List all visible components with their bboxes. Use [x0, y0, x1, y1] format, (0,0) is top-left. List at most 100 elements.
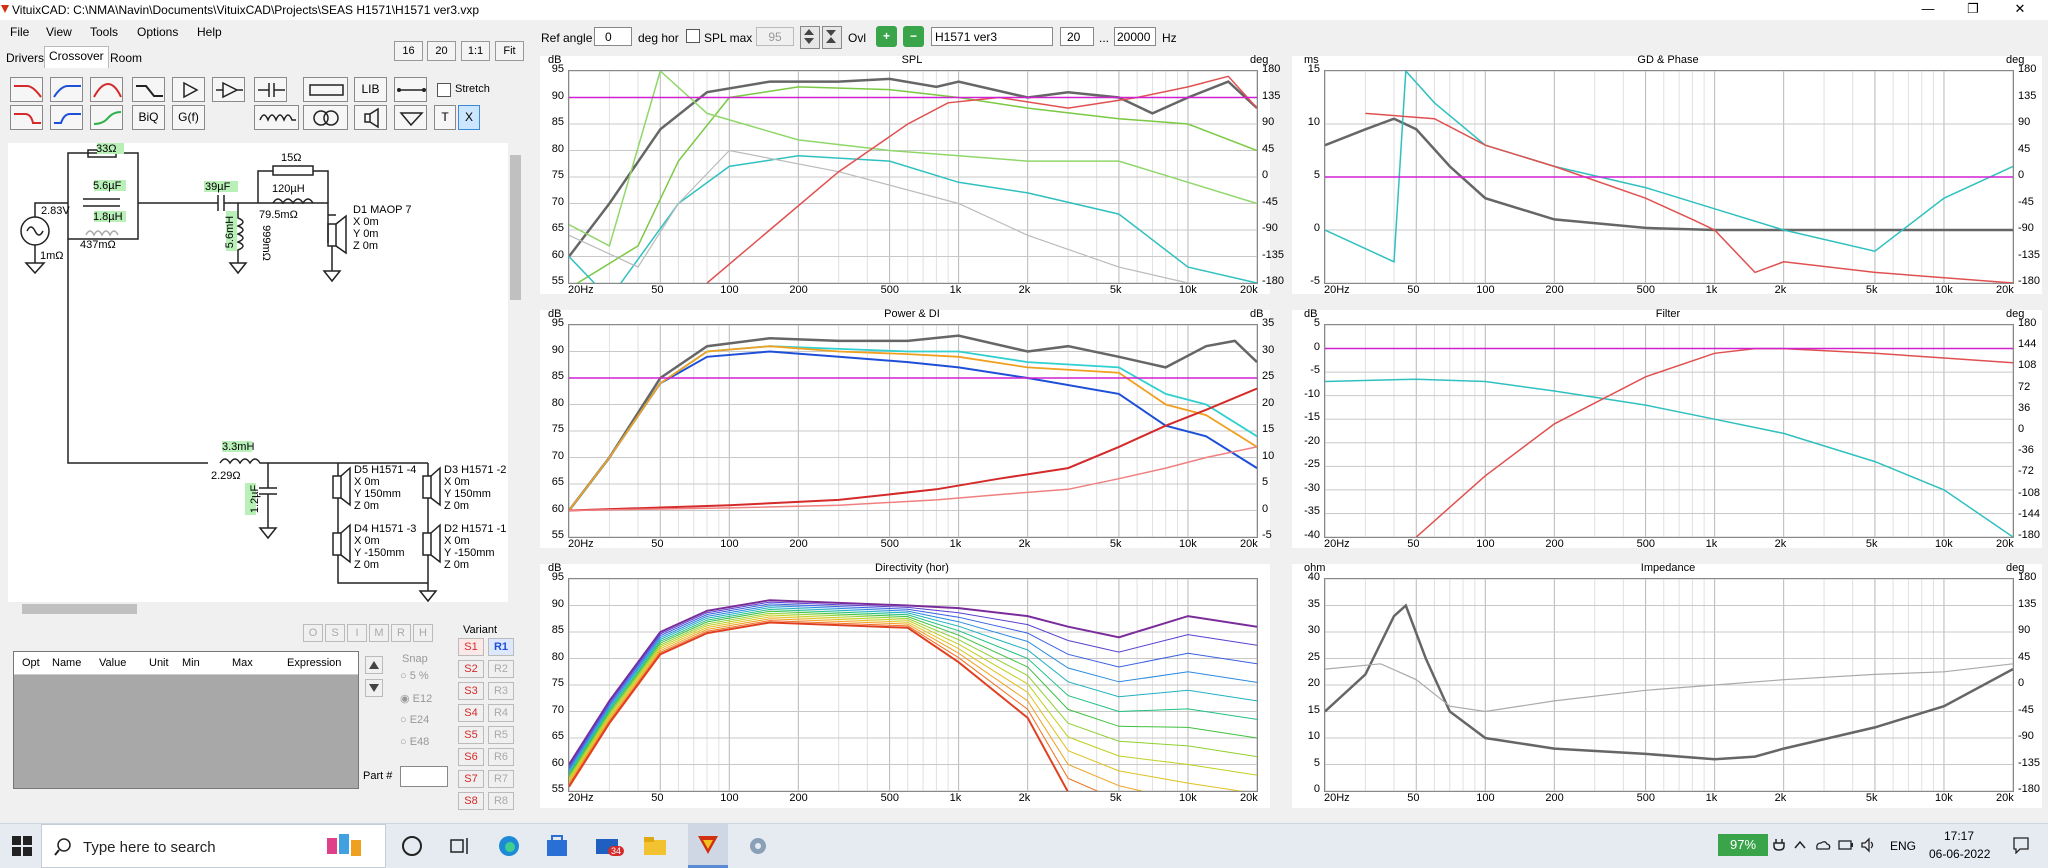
tab-drivers[interactable]: Drivers	[6, 51, 44, 65]
l18-label[interactable]: 1.8µH	[93, 211, 123, 223]
zoom-16-button[interactable]: 16	[394, 41, 423, 61]
menu-help[interactable]: Help	[197, 25, 222, 39]
directivity-plot[interactable]	[568, 578, 1258, 792]
stretch-checkbox[interactable]	[437, 83, 451, 97]
biquad-button[interactable]: BiQ	[132, 105, 165, 130]
freq-min-input[interactable]: 20	[1060, 27, 1094, 46]
ground-button[interactable]	[394, 105, 427, 130]
part-number-input[interactable]	[400, 766, 448, 787]
snap-opt-5pct[interactable]: ○ 5 %	[400, 670, 429, 682]
gd-plot[interactable]	[1324, 70, 2014, 284]
opt-h-button[interactable]: H	[413, 624, 433, 642]
opt-r-button[interactable]: R	[391, 624, 411, 642]
crossover-schematic[interactable]: 33Ω 5.6µF 1.8µH 437mΩ 2.83V 1mΩ 39µF 15Ω…	[8, 143, 523, 603]
opt-s-button[interactable]: S	[325, 624, 345, 642]
snap-opt-e24[interactable]: ○ E24	[400, 714, 430, 726]
freq-max-input[interactable]: 20000	[1114, 27, 1156, 46]
variant-s5-button[interactable]: S5	[458, 726, 484, 744]
c12-label[interactable]: 1.2µF	[249, 484, 262, 514]
variant-s1-button[interactable]: S1	[458, 638, 484, 656]
store-icon[interactable]	[544, 834, 570, 858]
language-indicator[interactable]: ENG	[1890, 839, 1917, 853]
variant-s6-button[interactable]: S6	[458, 748, 484, 766]
edge-icon[interactable]	[496, 834, 522, 858]
variant-r2-button[interactable]: R2	[488, 660, 514, 678]
menu-file[interactable]: File	[10, 25, 30, 39]
battery-percent-badge[interactable]: 97%	[1718, 834, 1768, 856]
variant-r7-button[interactable]: R7	[488, 770, 514, 788]
app-gear-icon[interactable]	[745, 834, 771, 858]
optimization-table[interactable]: Opt Name Value Unit Min Max Expression	[13, 651, 359, 789]
variant-s4-button[interactable]: S4	[458, 704, 484, 722]
amplifier-button[interactable]	[212, 77, 245, 102]
c56-label[interactable]: 5.6µF	[93, 180, 122, 192]
wire-button[interactable]	[394, 77, 427, 102]
gf-button[interactable]: G(f)	[172, 105, 205, 130]
variant-r8-button[interactable]: R8	[488, 792, 514, 810]
minimize-button[interactable]: —	[1921, 1, 1935, 16]
zoom-1to1-button[interactable]: 1:1	[461, 41, 490, 61]
variant-r1-button[interactable]: R1	[488, 638, 514, 656]
cortana-icon[interactable]	[399, 834, 425, 858]
d2-name[interactable]: D2 H1571 -1	[444, 523, 507, 535]
transformer-button[interactable]	[303, 105, 348, 130]
taskbar-search-box[interactable]: Type here to search	[41, 824, 386, 868]
move-down-button[interactable]	[365, 679, 383, 697]
schematic-vscrollbar[interactable]	[508, 143, 523, 603]
capacitor-button[interactable]	[254, 77, 287, 102]
task-view-icon[interactable]	[447, 834, 473, 858]
shelf-green-button[interactable]	[90, 105, 123, 130]
lowpass-red-button[interactable]	[10, 77, 43, 102]
spl-plot[interactable]	[568, 70, 1258, 284]
l56-label[interactable]: 5.6mH	[224, 215, 237, 249]
library-button[interactable]: LIB	[354, 77, 387, 102]
opt-o-button[interactable]: O	[303, 624, 323, 642]
variant-s2-button[interactable]: S2	[458, 660, 484, 678]
opt-i-button[interactable]: I	[347, 624, 367, 642]
tab-room[interactable]: Room	[110, 51, 143, 65]
ref-angle-input[interactable]: 0	[594, 27, 632, 46]
onedrive-icon[interactable]	[1815, 837, 1831, 853]
opt-m-button[interactable]: M	[369, 624, 389, 642]
d4-name[interactable]: D4 H1571 -3	[354, 523, 417, 535]
driver-button[interactable]	[354, 105, 387, 130]
text-tool-button[interactable]: T	[434, 105, 456, 130]
maximize-button[interactable]: ❐	[1967, 1, 1979, 16]
r33-label[interactable]: 33Ω	[96, 143, 117, 155]
volume-icon[interactable]	[1861, 837, 1877, 853]
variant-r3-button[interactable]: R3	[488, 682, 514, 700]
spl-max-checkbox[interactable]	[686, 29, 700, 43]
lowpass2-red-button[interactable]	[10, 105, 43, 130]
clock-date[interactable]: 06-06-2022	[1929, 847, 1991, 861]
overlay-remove-button[interactable]: −	[903, 26, 924, 47]
spl-spin-button[interactable]	[800, 26, 820, 49]
snap-opt-e12[interactable]: ◉ E12	[400, 693, 433, 705]
zoom-20-button[interactable]: 20	[427, 41, 456, 61]
r15-label[interactable]: 15Ω	[281, 152, 302, 164]
highpass-blue-button[interactable]	[50, 77, 83, 102]
variant-r4-button[interactable]: R4	[488, 704, 514, 722]
c39-label[interactable]: 39µF	[205, 181, 231, 193]
chevron-up-icon[interactable]	[1793, 838, 1807, 852]
variant-s3-button[interactable]: S3	[458, 682, 484, 700]
mail-icon[interactable]: 34	[594, 834, 625, 858]
d5-name[interactable]: D5 H1571 -4	[354, 464, 417, 476]
notification-icon[interactable]	[2012, 836, 2030, 855]
menu-view[interactable]: View	[46, 25, 72, 39]
snap-opt-e48[interactable]: ○ E48	[400, 736, 430, 748]
bandpass-red-button[interactable]	[90, 77, 123, 102]
menu-options[interactable]: Options	[137, 25, 179, 39]
variant-s8-button[interactable]: S8	[458, 792, 484, 810]
schematic-hscrollbar[interactable]	[8, 602, 515, 616]
l33-label[interactable]: 3.3mH	[222, 441, 255, 453]
variant-s7-button[interactable]: S7	[458, 770, 484, 788]
overlay-add-button[interactable]: +	[876, 26, 897, 47]
power-plug-icon[interactable]	[1772, 838, 1786, 852]
windows-start-icon[interactable]	[12, 836, 32, 856]
clock-time[interactable]: 17:17	[1944, 829, 1975, 843]
tab-crossover[interactable]: Crossover	[44, 46, 109, 68]
highpass2-blue-button[interactable]	[50, 105, 83, 130]
variant-r5-button[interactable]: R5	[488, 726, 514, 744]
notch-button[interactable]	[132, 77, 165, 102]
move-up-button[interactable]	[365, 656, 383, 674]
